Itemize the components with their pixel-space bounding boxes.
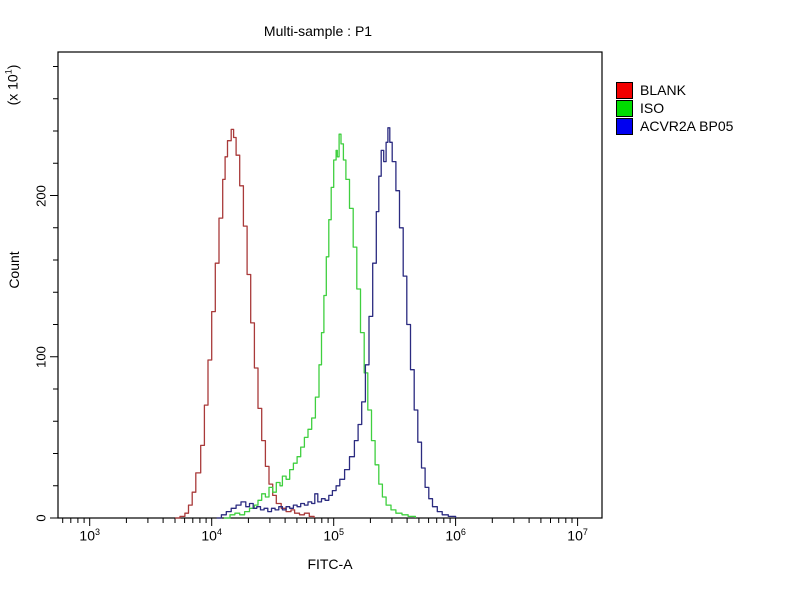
x-tick-label: 104: [201, 527, 222, 544]
series-curve-blank: [175, 128, 315, 519]
axis-ticks: [50, 66, 579, 526]
y-tick-label: 200: [33, 184, 49, 207]
legend-swatch-iso-icon: [616, 99, 633, 117]
y-tick-label: 0: [33, 514, 49, 522]
x-tick-label: 106: [445, 527, 466, 544]
plot-frame: [57, 51, 603, 519]
y-tick-label: 100: [33, 345, 49, 368]
legend-swatch-blank-icon: [616, 81, 633, 99]
legend-item-acvr2a: ACVR2A BP05: [616, 117, 734, 135]
x-tick-label: 105: [323, 527, 344, 544]
x-axis-label: FITC-A: [307, 556, 353, 572]
x-tick-label: 107: [567, 527, 588, 544]
chart-title: Multi-sample : P1: [263, 23, 373, 39]
series-curve-iso: [223, 133, 417, 519]
legend-label-blank: BLANK: [640, 82, 686, 98]
legend-label-iso: ISO: [640, 100, 665, 116]
legend-item-blank: BLANK: [616, 81, 733, 99]
legend: BLANK ISO ACVR2A BP05: [616, 81, 734, 136]
x-tick-label: 103: [79, 527, 100, 544]
legend-swatch-acvr2a-icon: [616, 117, 633, 135]
legend-label-acvr2a: ACVR2A BP05: [640, 118, 734, 134]
series-curve-acvr2a-bp05: [216, 127, 457, 519]
legend-item-iso: ISO: [616, 99, 733, 117]
